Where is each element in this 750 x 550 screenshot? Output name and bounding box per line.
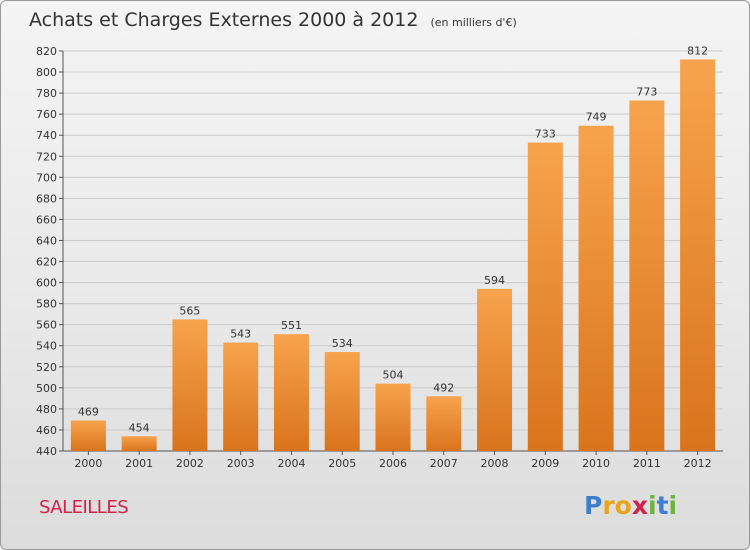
value-label-2006: 504 xyxy=(383,369,404,382)
value-label-2003: 543 xyxy=(230,328,251,341)
logo-letter: i xyxy=(668,491,678,520)
y-tick-label: 460 xyxy=(36,424,57,437)
bar-2000 xyxy=(70,420,106,451)
bar-2004 xyxy=(273,334,309,451)
chart-title-text: Achats et Charges Externes 2000 à 2012 xyxy=(29,9,419,31)
x-tick-label-2002: 2002 xyxy=(176,457,204,470)
y-tick-label: 500 xyxy=(36,382,57,395)
x-tick-label-2006: 2006 xyxy=(379,457,407,470)
y-tick-label: 560 xyxy=(36,319,57,332)
y-tick-label: 520 xyxy=(36,361,57,374)
x-tick-label-2010: 2010 xyxy=(582,457,610,470)
x-tick-label-2004: 2004 xyxy=(277,457,305,470)
bar-2005 xyxy=(324,352,360,451)
y-tick-label: 700 xyxy=(36,171,57,184)
value-label-2000: 469 xyxy=(78,405,99,418)
y-tick-label: 640 xyxy=(36,234,57,247)
y-tick-label: 800 xyxy=(36,66,57,79)
value-label-2011: 773 xyxy=(636,85,657,98)
bars xyxy=(70,59,716,451)
y-tick-label: 480 xyxy=(36,403,57,416)
y-tick-label: 660 xyxy=(36,213,57,226)
bar-2002 xyxy=(172,319,208,451)
x-tick-label-2003: 2003 xyxy=(227,457,255,470)
x-tick-label-2012: 2012 xyxy=(684,457,712,470)
logo-letter: t xyxy=(656,491,669,520)
value-label-2005: 534 xyxy=(332,337,353,350)
y-tick-label: 680 xyxy=(36,192,57,205)
value-label-2008: 594 xyxy=(484,274,505,287)
logo-letter: o xyxy=(614,491,632,520)
bar-2008 xyxy=(477,288,513,451)
x-tick-label-2005: 2005 xyxy=(328,457,356,470)
proxiti-logo: Proxiti xyxy=(584,491,677,520)
town-name: SALEILLES xyxy=(39,497,129,518)
y-tick-label: 740 xyxy=(36,129,57,142)
value-label-2007: 492 xyxy=(433,381,454,394)
value-label-2002: 565 xyxy=(179,304,200,317)
value-labels: 469 454 565 543 551 534 504 492 594 733 749 773 812 xyxy=(78,44,708,434)
value-label-2009: 733 xyxy=(535,128,556,141)
bar-2001 xyxy=(121,436,157,451)
x-tick-label-2009: 2009 xyxy=(531,457,559,470)
y-tick-label: 760 xyxy=(36,108,57,121)
value-label-2001: 454 xyxy=(129,421,150,434)
logo-letter: P xyxy=(584,491,603,520)
bar-2010 xyxy=(578,125,614,451)
value-label-2004: 551 xyxy=(281,319,302,332)
logo-letter: x xyxy=(631,491,648,520)
bar-2011 xyxy=(629,100,665,451)
bar-2006 xyxy=(375,383,411,451)
bar-2012 xyxy=(680,59,716,451)
y-tick-label: 780 xyxy=(36,87,57,100)
y-tick-label: 620 xyxy=(36,256,57,269)
bar-2007 xyxy=(426,396,462,451)
bar-2009 xyxy=(527,142,563,451)
y-tick-label: 600 xyxy=(36,277,57,290)
y-tick-label: 820 xyxy=(36,45,57,58)
x-tick-label-2001: 2001 xyxy=(125,457,153,470)
axes: 440 460 480 500 520 540 560 580 600 620 640 660 680 7… xyxy=(36,45,723,470)
x-tick-label-2000: 2000 xyxy=(74,457,102,470)
chart-title: Achats et Charges Externes 2000 à 2012 (e… xyxy=(29,9,517,31)
x-tick-label-2011: 2011 xyxy=(633,457,661,470)
y-tick-label: 580 xyxy=(36,298,57,311)
chart-subtitle: (en milliers d'€) xyxy=(430,16,517,29)
bar-2003 xyxy=(223,342,259,451)
value-label-2012: 812 xyxy=(687,44,708,57)
logo-letter: i xyxy=(648,491,657,520)
y-tick-label: 540 xyxy=(36,340,57,353)
y-tick-label: 440 xyxy=(36,445,57,458)
logo-letter: r xyxy=(602,491,615,520)
y-tick-label: 720 xyxy=(36,150,57,163)
x-tick-label-2008: 2008 xyxy=(481,457,509,470)
value-label-2010: 749 xyxy=(586,111,607,124)
x-tick-label-2007: 2007 xyxy=(430,457,458,470)
